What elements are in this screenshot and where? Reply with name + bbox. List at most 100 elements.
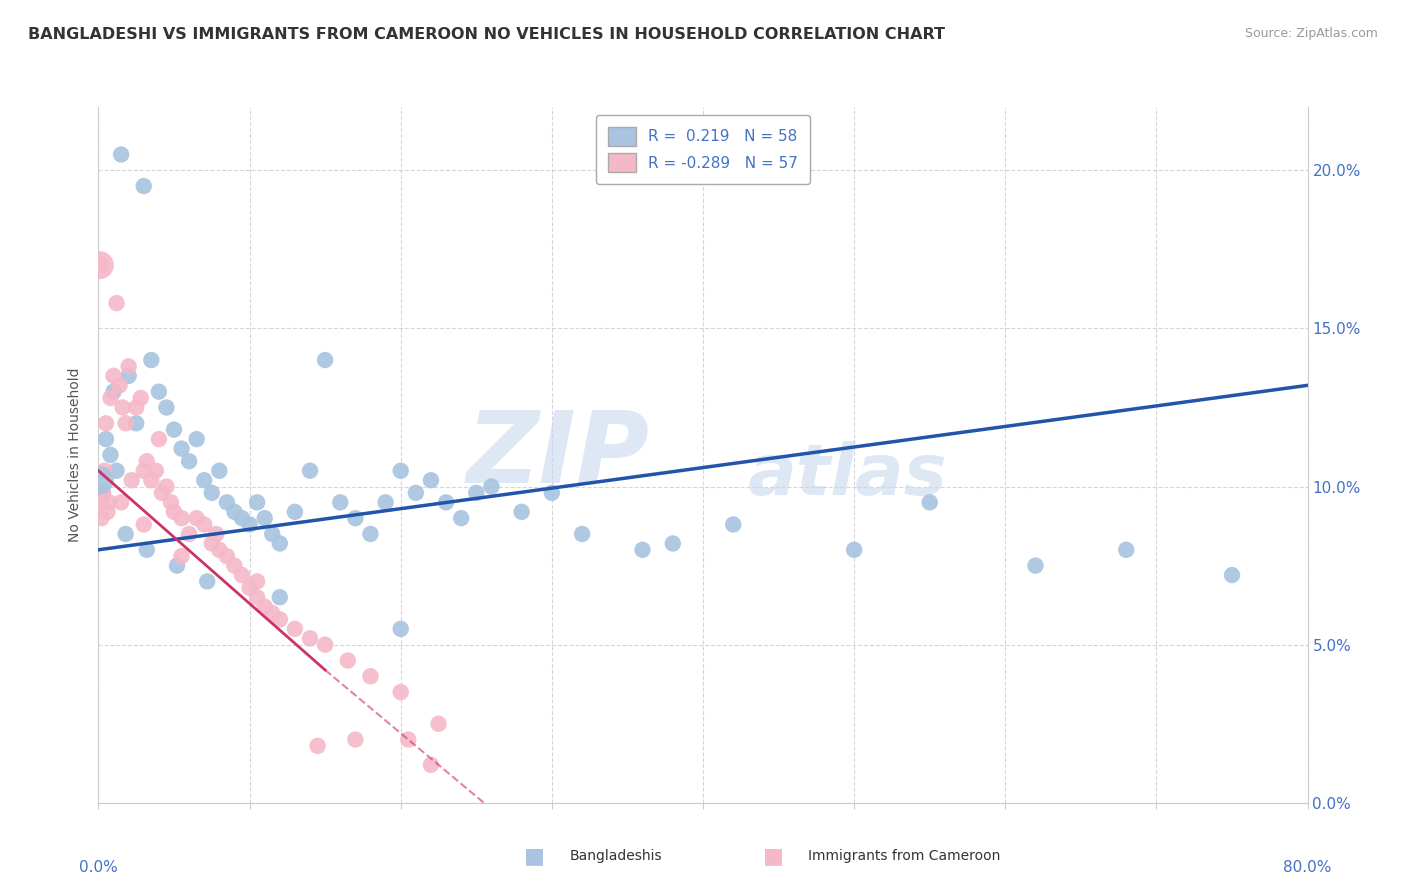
Point: [284, 505, 307, 519]
Point: [269, 591, 291, 605]
Point: [170, 511, 193, 525]
Point: [94, 417, 117, 431]
Point: [434, 495, 457, 509]
Text: Bangladeshis: Bangladeshis: [569, 849, 662, 863]
Point: [374, 495, 396, 509]
Point: [239, 581, 262, 595]
Point: [1115, 542, 1137, 557]
Point: [89, 258, 111, 272]
Text: atlas: atlas: [748, 442, 948, 510]
Text: 80.0%: 80.0%: [1284, 860, 1331, 875]
Point: [93, 464, 115, 478]
Point: [269, 536, 291, 550]
Point: [186, 511, 208, 525]
Point: [105, 464, 128, 478]
Point: [662, 536, 685, 550]
Point: [224, 558, 246, 573]
Point: [239, 517, 262, 532]
Point: [541, 486, 564, 500]
Point: [132, 464, 155, 478]
Point: [420, 757, 443, 772]
Point: [90, 511, 112, 525]
Point: [108, 378, 131, 392]
Point: [110, 495, 132, 509]
Point: [336, 653, 359, 667]
Point: [314, 353, 336, 368]
Point: [111, 401, 134, 415]
Point: [193, 517, 215, 532]
Point: [201, 486, 224, 500]
Point: [253, 599, 276, 614]
Point: [1220, 568, 1243, 582]
Point: [148, 432, 170, 446]
Point: [132, 179, 155, 194]
Point: [89, 495, 111, 509]
Point: [1024, 558, 1046, 573]
Point: [314, 638, 336, 652]
Point: [103, 368, 125, 383]
Point: [94, 432, 117, 446]
Text: Source: ZipAtlas.com: Source: ZipAtlas.com: [1244, 27, 1378, 40]
Point: [405, 486, 427, 500]
Point: [110, 147, 132, 161]
Point: [118, 368, 141, 383]
Point: [246, 574, 269, 589]
Point: [450, 511, 472, 525]
Point: [141, 473, 163, 487]
Point: [481, 479, 503, 493]
Point: [100, 448, 122, 462]
Point: [135, 542, 157, 557]
Point: [215, 549, 238, 563]
Point: [163, 505, 186, 519]
Point: [389, 464, 412, 478]
Point: [631, 542, 654, 557]
Point: [90, 258, 112, 272]
Point: [148, 384, 170, 399]
Point: [89, 473, 111, 487]
Legend: R =  0.219   N = 58, R = -0.289   N = 57: R = 0.219 N = 58, R = -0.289 N = 57: [596, 115, 810, 184]
Point: [141, 353, 163, 368]
Point: [571, 527, 593, 541]
Point: [201, 536, 224, 550]
Point: [360, 527, 382, 541]
Point: [105, 296, 128, 310]
Text: Immigrants from Cameroon: Immigrants from Cameroon: [808, 849, 1001, 863]
Point: [344, 732, 367, 747]
Point: [208, 542, 231, 557]
Point: [170, 549, 193, 563]
Point: [918, 495, 941, 509]
Point: [510, 505, 533, 519]
Point: [205, 527, 228, 541]
Point: [723, 517, 745, 532]
Point: [224, 505, 246, 519]
Text: ■: ■: [524, 847, 544, 866]
Point: [195, 574, 218, 589]
Point: [91, 486, 114, 500]
Point: [114, 417, 136, 431]
Text: ■: ■: [763, 847, 783, 866]
Point: [844, 542, 866, 557]
Point: [215, 495, 238, 509]
Text: 0.0%: 0.0%: [79, 860, 118, 875]
Point: [129, 391, 152, 405]
Point: [389, 622, 412, 636]
Y-axis label: No Vehicles in Household: No Vehicles in Household: [69, 368, 83, 542]
Point: [150, 486, 173, 500]
Point: [360, 669, 382, 683]
Point: [118, 359, 141, 374]
Point: [132, 517, 155, 532]
Point: [396, 732, 419, 747]
Point: [307, 739, 329, 753]
Point: [186, 432, 208, 446]
Point: [163, 423, 186, 437]
Point: [262, 606, 284, 620]
Point: [166, 558, 188, 573]
Point: [100, 391, 122, 405]
Point: [179, 527, 201, 541]
Point: [231, 568, 253, 582]
Point: [91, 486, 114, 500]
Point: [98, 495, 121, 509]
Point: [299, 464, 322, 478]
Point: [465, 486, 488, 500]
Point: [125, 417, 148, 431]
